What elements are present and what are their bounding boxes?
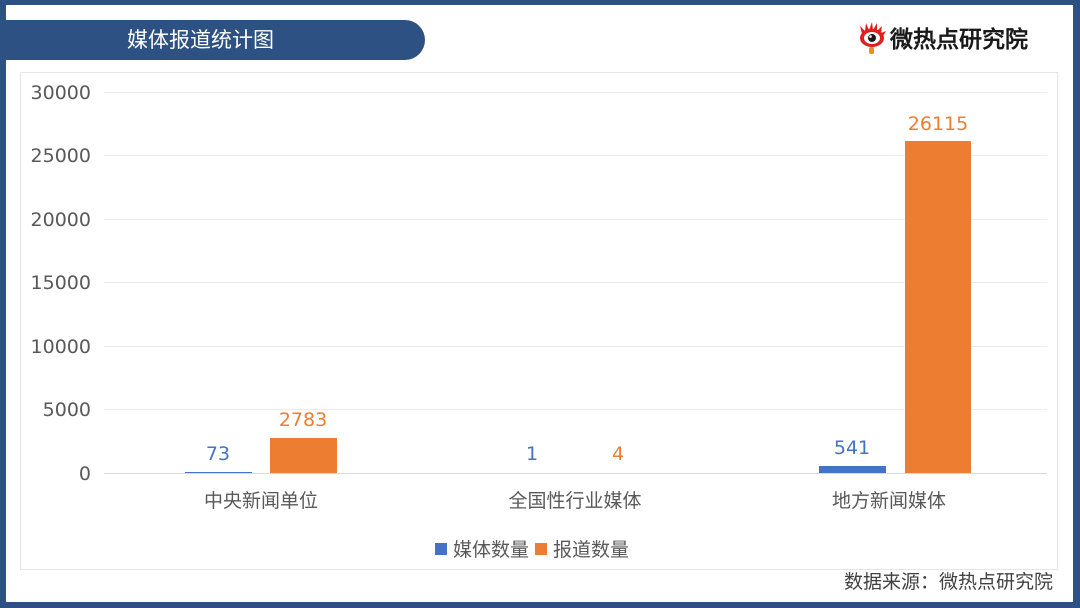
legend-item-media: 媒体数量 [435, 535, 529, 562]
legend-swatch-orange [535, 542, 548, 555]
y-tick: 30000 [30, 82, 91, 104]
data-label: 1 [525, 443, 539, 465]
logo-text: 微热点研究院 [890, 27, 1028, 53]
weibo-eye-icon [860, 22, 886, 54]
data-label: 541 [833, 437, 871, 459]
data-source: 数据来源：微热点研究院 [843, 571, 1053, 593]
legend-label: 媒体数量 [453, 539, 530, 561]
bar-media-central [185, 472, 252, 473]
gridline [104, 219, 1047, 220]
y-tick: 10000 [30, 336, 91, 358]
x-category-label: 地方新闻媒体 [831, 490, 946, 512]
page-title: 媒体报道统计图 [127, 28, 274, 52]
gridline [104, 409, 1047, 410]
x-category-label: 全国性行业媒体 [508, 490, 642, 512]
data-label: 4 [611, 443, 625, 465]
x-category-label: 中央新闻单位 [203, 490, 318, 512]
gridline [104, 346, 1047, 347]
y-tick: 15000 [30, 272, 91, 294]
data-label: 2783 [278, 409, 328, 431]
title-banner: 媒体报道统计图 [0, 20, 425, 60]
bar-media-local [819, 466, 886, 473]
bar-chart: 30000 25000 20000 15000 10000 5000 0 73 … [20, 72, 1058, 570]
slide: 媒体报道统计图 微热点研究院 30000 25000 20000 15000 1… [0, 5, 1073, 602]
data-label: 73 [205, 443, 231, 465]
y-tick: 0 [78, 463, 91, 485]
legend-swatch-blue [435, 542, 447, 555]
gridline [104, 92, 1047, 93]
gridline [104, 155, 1047, 156]
legend-label: 报道数量 [553, 539, 630, 561]
y-tick: 25000 [30, 145, 91, 167]
bar-reports-central [270, 438, 337, 473]
gridline [104, 282, 1047, 283]
y-tick: 5000 [42, 399, 91, 421]
brand-logo: 微热点研究院 [858, 20, 1028, 54]
bar-reports-local [905, 141, 971, 473]
data-label: 26115 [907, 113, 969, 135]
chart-legend: 媒体数量 报道数量 [435, 535, 635, 562]
legend-item-reports: 报道数量 [535, 535, 629, 562]
x-axis-line [104, 473, 1047, 474]
y-tick: 20000 [30, 209, 91, 231]
